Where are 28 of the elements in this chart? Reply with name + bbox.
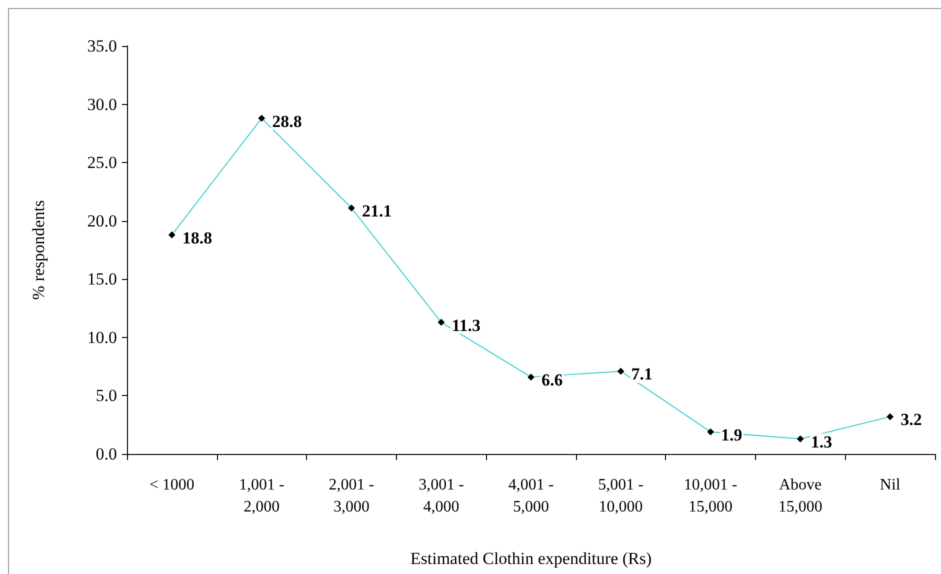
x-tick-label: 3,001 - 4,000 [418, 476, 464, 516]
data-label: 3.2 [900, 410, 922, 430]
data-label: 1.3 [810, 432, 832, 452]
data-label: 6.6 [542, 370, 563, 390]
x-tick-label: 1,001 - 2,000 [239, 476, 284, 516]
data-label: 28.8 [272, 112, 302, 131]
y-tick-label: 35.0 [87, 36, 117, 56]
data-label: 7.1 [631, 364, 653, 384]
y-tick-label: 20.0 [87, 211, 117, 230]
y-tick-label: 10.0 [87, 328, 117, 347]
y-tick-label: 25.0 [87, 153, 117, 172]
y-tick-label: 0.0 [96, 444, 117, 464]
x-tick-label: 5,001 - 10,000 [598, 476, 644, 516]
x-tick-label: 4,001 - 5,000 [508, 476, 554, 516]
x-tick-label: 10,001 - 15,000 [684, 476, 738, 516]
x-tick-label: Above 15,000 [778, 476, 822, 516]
y-tick-label: 5.0 [96, 386, 117, 406]
x-tick-label: Nil [880, 476, 901, 494]
data-label: 11.3 [452, 316, 481, 335]
data-label: 21.1 [362, 202, 392, 221]
y-tick-label: 30.0 [87, 94, 117, 114]
data-label: 1.9 [721, 425, 742, 444]
x-axis-title: Estimated Clothin expenditure (Rs) [410, 549, 652, 568]
data-label: 18.8 [182, 228, 212, 248]
y-axis-title: % respondents [29, 200, 48, 300]
x-tick-label: 2,001 - 3,000 [328, 476, 374, 516]
x-tick-label: < 1000 [149, 476, 194, 494]
y-tick-label: 15.0 [87, 270, 117, 289]
